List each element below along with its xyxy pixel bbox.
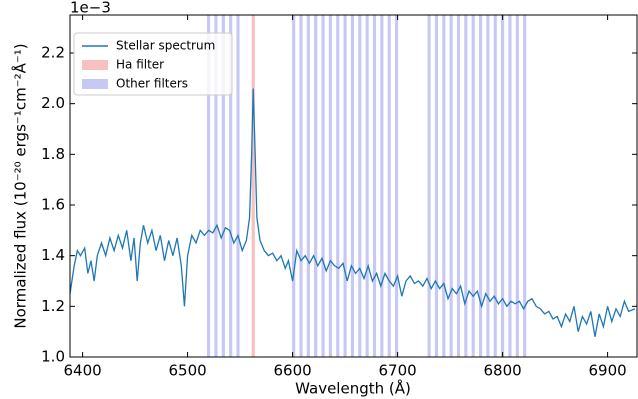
filter-band — [471, 15, 475, 357]
x-tick-label: 6800 — [484, 362, 522, 380]
filter-band — [336, 15, 340, 357]
y-tick-label: 2.0 — [41, 94, 65, 112]
filter-band — [350, 15, 355, 357]
x-tick-label: 6400 — [64, 362, 102, 380]
x-tick-label: 6900 — [589, 362, 627, 380]
x-tick-label: 6700 — [379, 362, 417, 380]
filter-band — [523, 15, 527, 357]
filter-band — [508, 15, 512, 357]
filter-band — [486, 15, 490, 357]
filter-band — [387, 15, 391, 357]
legend-label: Ha filter — [116, 58, 164, 72]
legend-swatch — [82, 79, 108, 89]
plot-frame — [69, 14, 638, 358]
filter-band — [442, 15, 446, 357]
y-tick-label: 2.2 — [41, 44, 65, 62]
filter-band — [299, 15, 303, 357]
legend-label: Other filters — [116, 77, 188, 91]
filter-band — [292, 15, 296, 357]
filter-band — [464, 15, 468, 357]
legend-box — [73, 32, 233, 96]
x-tick-label: 6500 — [169, 362, 207, 380]
filter-band — [251, 15, 255, 357]
filter-band — [321, 15, 325, 357]
filter-band — [515, 15, 519, 357]
spectrum-line — [70, 88, 636, 337]
y-tick-label: 1.6 — [41, 196, 65, 214]
legend-label: Stellar spectrum — [116, 39, 215, 53]
filter-band — [328, 15, 332, 357]
filter-band — [207, 15, 211, 357]
filter-band — [434, 15, 439, 357]
filter-band — [380, 15, 384, 357]
filter-band — [343, 15, 347, 357]
filter-band — [493, 15, 497, 357]
filter-band — [478, 15, 483, 357]
filter-band — [236, 15, 240, 357]
filter-band — [427, 15, 431, 357]
filter-band — [449, 15, 453, 357]
y-tick-label: 1.0 — [41, 348, 65, 366]
legend-swatch — [82, 60, 108, 70]
y-tick-label: 1.2 — [41, 297, 65, 315]
offset-label: 1e−3 — [70, 0, 111, 17]
filter-band — [501, 15, 505, 357]
filter-band — [365, 15, 369, 357]
x-tick-label: 6600 — [274, 362, 312, 380]
filter-band — [358, 15, 362, 357]
filter-band — [456, 15, 461, 357]
y-axis-label: Normalized flux (10⁻²⁰ ergs⁻¹cm⁻²Å⁻¹) — [11, 43, 30, 328]
y-tick-label: 1.4 — [41, 246, 65, 264]
y-tick-label: 1.8 — [41, 145, 65, 163]
filter-band — [306, 15, 310, 357]
legend: Stellar spectrum Ha filter Other filters — [73, 32, 233, 96]
filter-band — [214, 15, 218, 357]
filter-band — [372, 15, 377, 357]
filter-band — [229, 15, 233, 357]
filter-band — [394, 15, 399, 357]
filter-band — [221, 15, 225, 357]
filter-band — [314, 15, 318, 357]
x-axis-label: Wavelength (Å) — [295, 379, 411, 398]
